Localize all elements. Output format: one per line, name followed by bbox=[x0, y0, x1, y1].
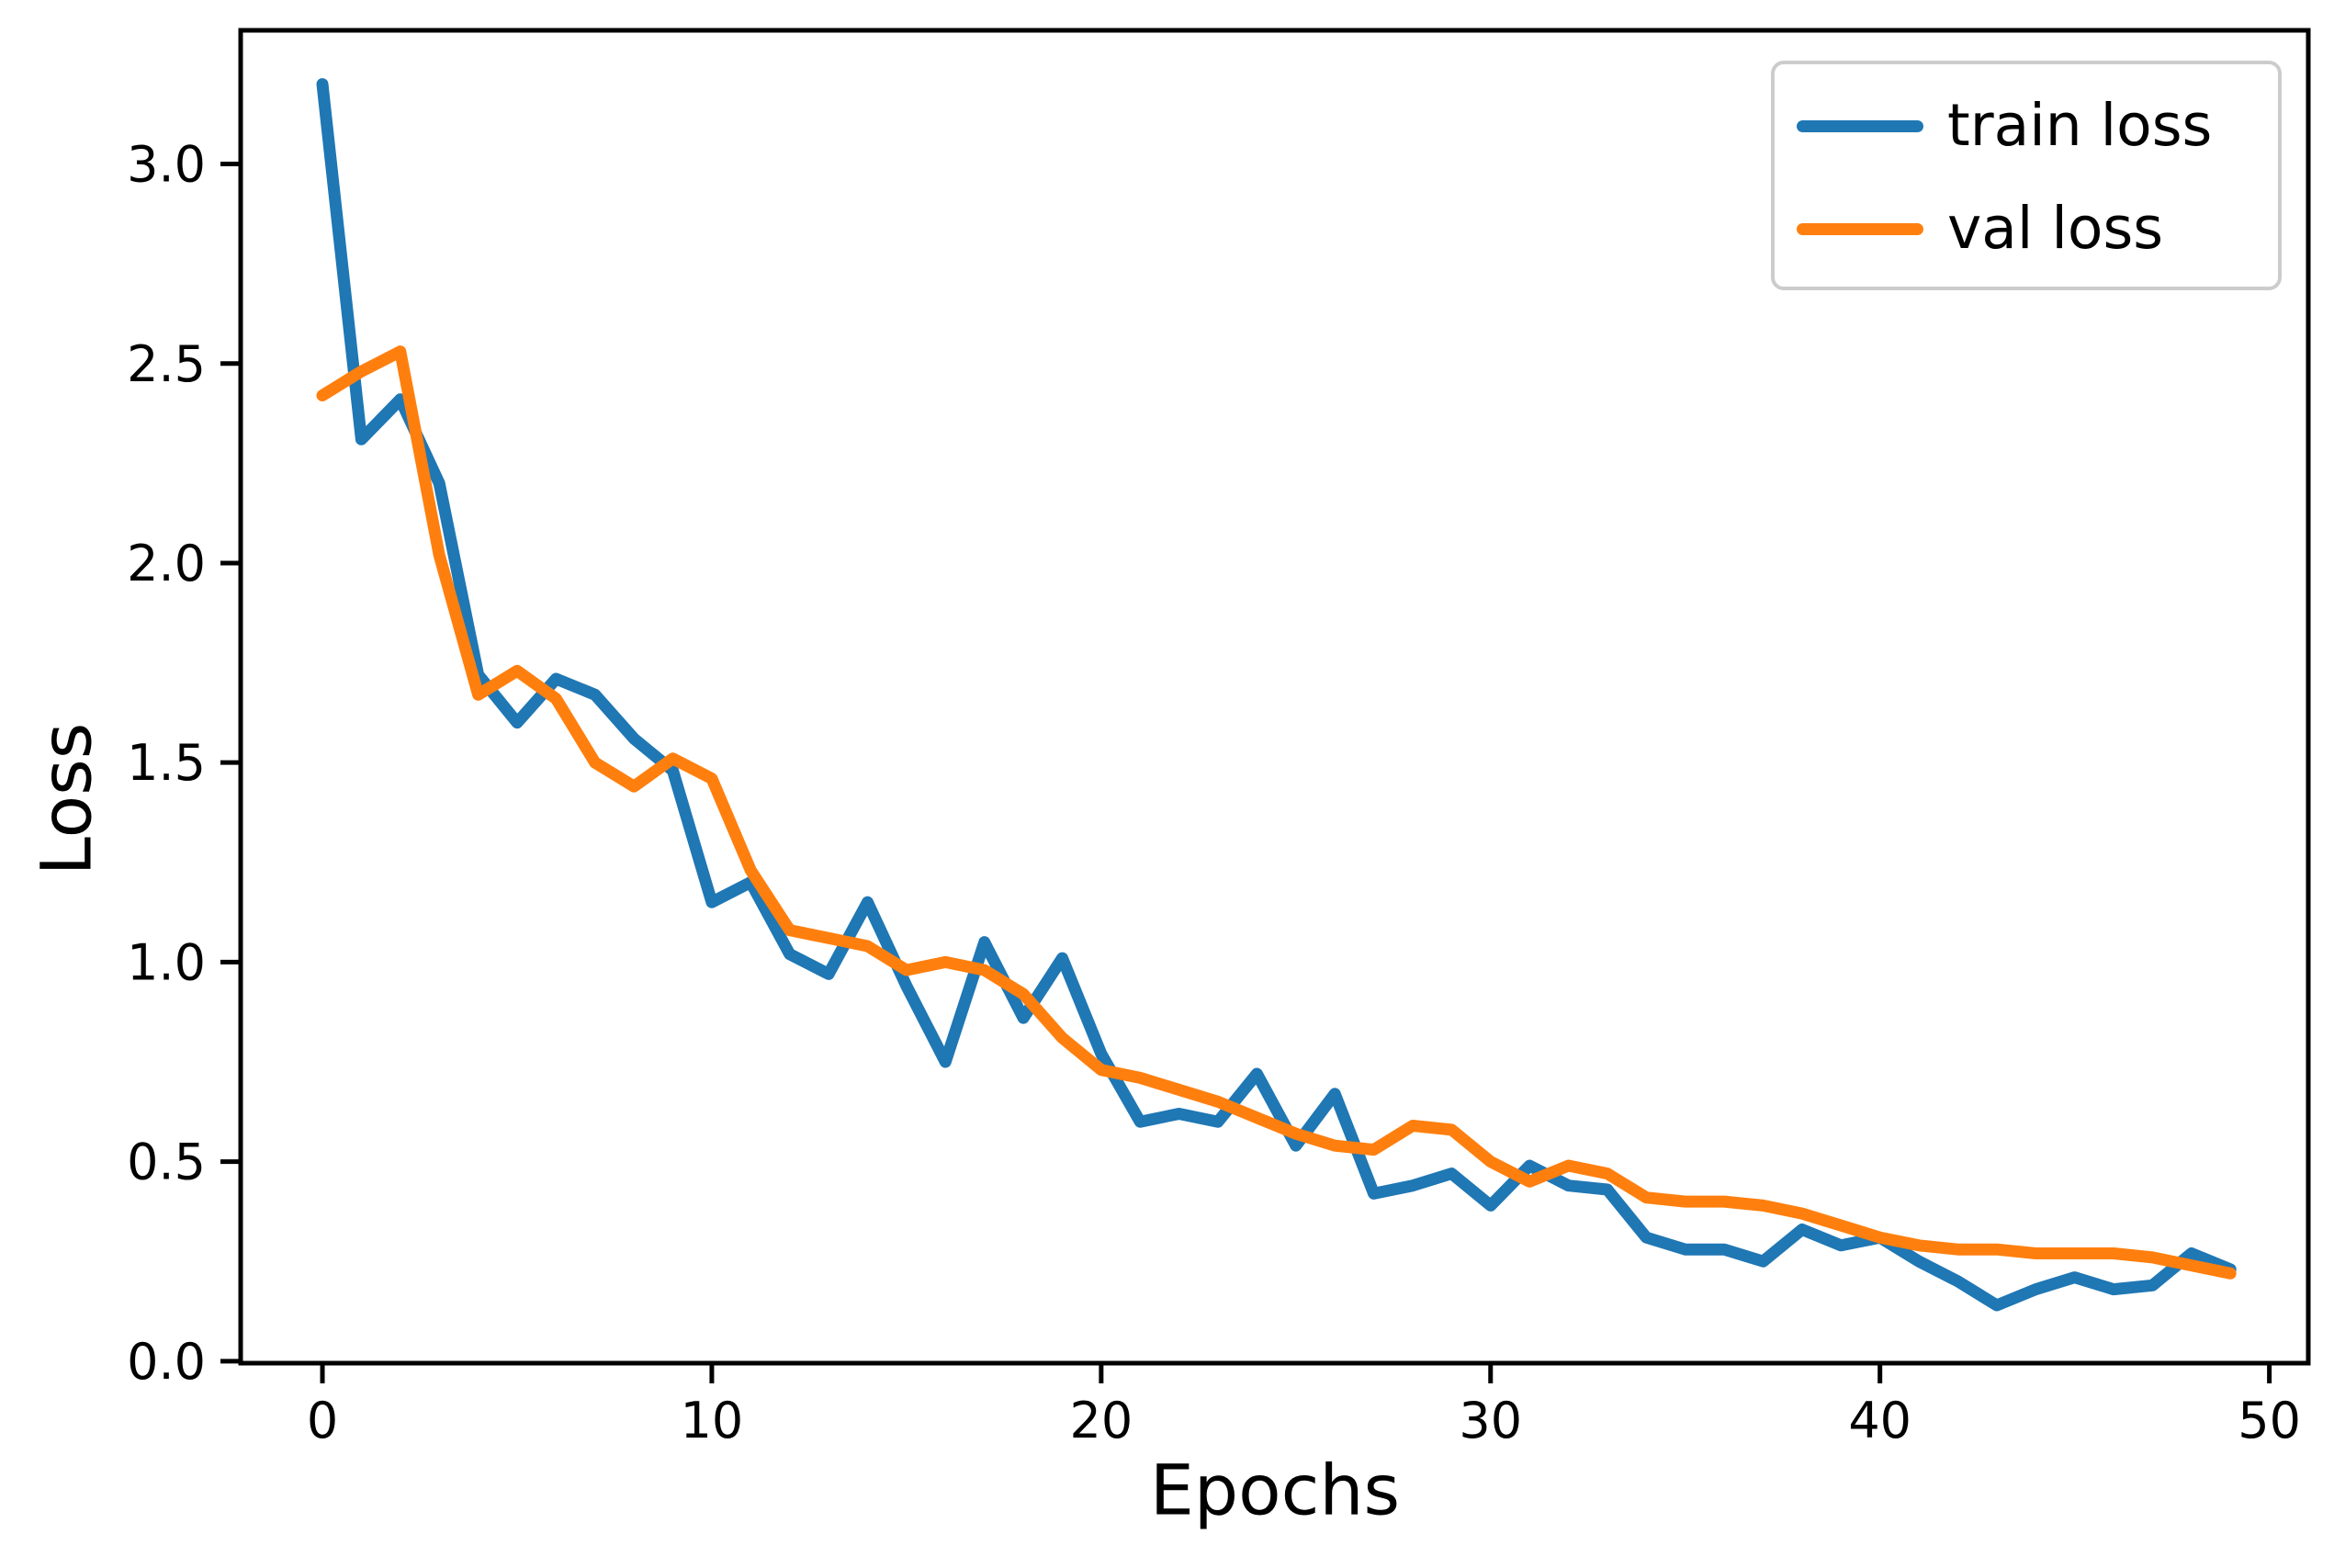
x-tick-label: 20 bbox=[1069, 1392, 1133, 1450]
y-tick-label: 0.0 bbox=[127, 1333, 206, 1391]
x-tick-label: 10 bbox=[681, 1392, 744, 1450]
y-tick-label: 3.0 bbox=[127, 136, 206, 194]
axes-frame bbox=[238, 28, 2311, 1366]
x-tick-label: 30 bbox=[1459, 1392, 1522, 1450]
y-tick-label: 2.5 bbox=[127, 335, 206, 393]
legend-entry-val-loss: val loss bbox=[1775, 198, 2278, 259]
legend: train loss val loss bbox=[1771, 61, 2282, 290]
legend-entry-train-loss: train loss bbox=[1775, 96, 2278, 156]
train-loss-line bbox=[316, 78, 2237, 1312]
x-tick-label: 0 bbox=[307, 1392, 338, 1450]
y-axis-label: Loss bbox=[25, 722, 107, 876]
val-loss-legend-line-icon bbox=[1797, 222, 1923, 235]
x-axis-label: Epochs bbox=[1149, 1449, 1401, 1531]
y-tick-label: 0.5 bbox=[127, 1134, 206, 1191]
train-loss-legend-line-icon bbox=[1797, 119, 1923, 132]
y-tick-label: 2.0 bbox=[127, 535, 206, 592]
x-tick-label: 40 bbox=[1848, 1392, 1911, 1450]
val-loss-line bbox=[316, 345, 2237, 1280]
y-tick-label: 1.5 bbox=[127, 734, 206, 792]
legend-label-val-loss: val loss bbox=[1947, 195, 2164, 262]
legend-label-train-loss: train loss bbox=[1947, 92, 2213, 159]
y-tick-label: 1.0 bbox=[127, 933, 206, 991]
x-tick-label: 50 bbox=[2238, 1392, 2301, 1450]
